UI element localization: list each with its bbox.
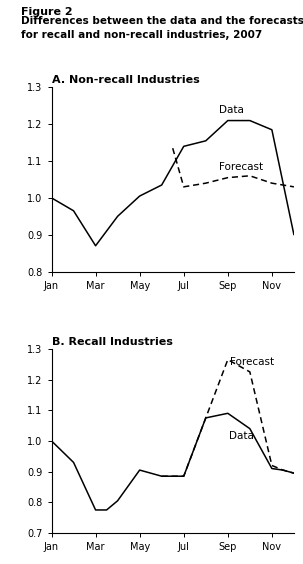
- Text: B. Recall Industries: B. Recall Industries: [52, 337, 172, 347]
- Text: Data: Data: [229, 431, 254, 441]
- Text: Differences between the data and the forecasts
for recall and non-recall industr: Differences between the data and the for…: [21, 16, 303, 40]
- Text: A. Non-recall Industries: A. Non-recall Industries: [52, 75, 199, 85]
- Text: Forecast: Forecast: [230, 357, 274, 367]
- Text: Data: Data: [219, 105, 244, 115]
- Text: Forecast: Forecast: [219, 162, 263, 172]
- Text: Figure 2: Figure 2: [21, 7, 73, 17]
